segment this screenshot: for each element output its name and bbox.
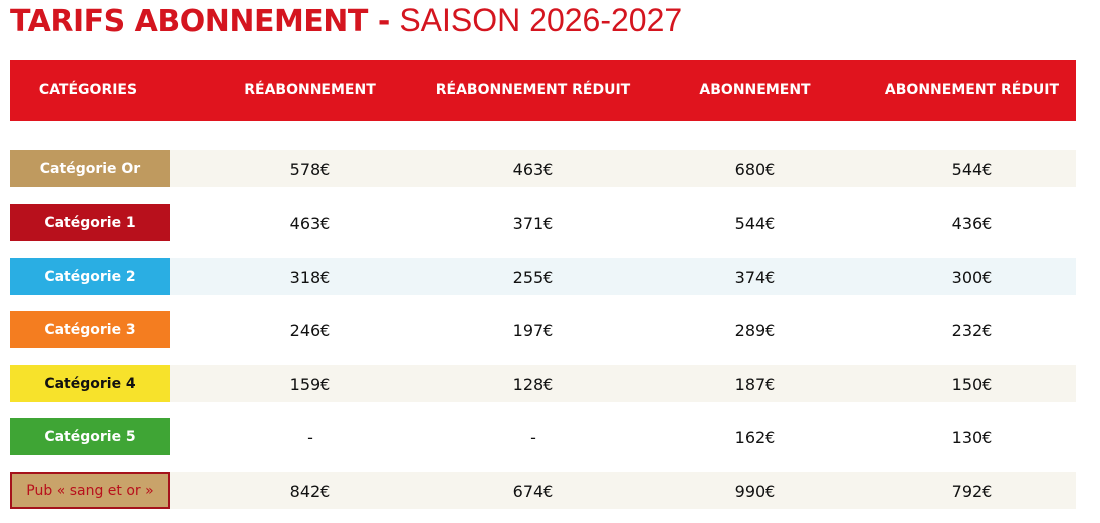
column-header: CATÉGORIES bbox=[38, 82, 138, 98]
category-badge: Catégorie Or bbox=[10, 150, 170, 187]
price: 162€ bbox=[734, 428, 776, 447]
table-header: CATÉGORIES RÉABONNEMENT RÉABONNEMENT RÉDUI… bbox=[10, 60, 1076, 121]
price: 374€ bbox=[734, 268, 776, 287]
price: 436€ bbox=[951, 214, 993, 233]
price: 674€ bbox=[512, 482, 554, 501]
column-header: ABONNEMENT bbox=[699, 82, 811, 98]
price: 544€ bbox=[951, 160, 993, 179]
price: 318€ bbox=[289, 268, 331, 287]
price: 128€ bbox=[512, 375, 554, 394]
category-badge: Catégorie 2 bbox=[10, 258, 170, 295]
price: 463€ bbox=[512, 160, 554, 179]
price: 197€ bbox=[512, 321, 554, 340]
price: 842€ bbox=[289, 482, 331, 501]
price: 130€ bbox=[951, 428, 993, 447]
price: 300€ bbox=[951, 268, 993, 287]
price: 792€ bbox=[951, 482, 993, 501]
table-row: Pub « sang et or » 842€ 674€ 990€ 792€ bbox=[10, 472, 1076, 509]
table-row: Catégorie 2 318€ 255€ 374€ 300€ bbox=[10, 258, 1076, 295]
category-badge: Pub « sang et or » bbox=[10, 472, 170, 509]
price: 246€ bbox=[289, 321, 331, 340]
price: 578€ bbox=[289, 160, 331, 179]
column-header: RÉABONNEMENT bbox=[244, 82, 376, 98]
title-main: TARIFS ABONNEMENT - bbox=[10, 4, 390, 39]
category-badge: Catégorie 3 bbox=[10, 311, 170, 348]
title-season: SAISON 2026-2027 bbox=[399, 2, 683, 38]
price: 150€ bbox=[951, 375, 993, 394]
category-badge: Catégorie 1 bbox=[10, 204, 170, 241]
category-badge: Catégorie 4 bbox=[10, 365, 170, 402]
price: 159€ bbox=[289, 375, 331, 394]
price: 544€ bbox=[734, 214, 776, 233]
price: 289€ bbox=[734, 321, 776, 340]
table-row: Catégorie 4 159€ 128€ 187€ 150€ bbox=[10, 365, 1076, 402]
price: 187€ bbox=[734, 375, 776, 394]
table-row: Catégorie Or 578€ 463€ 680€ 544€ bbox=[10, 150, 1076, 187]
table-row: Catégorie 5 - - 162€ 130€ bbox=[10, 418, 1076, 455]
price: 990€ bbox=[734, 482, 776, 501]
price: 463€ bbox=[289, 214, 331, 233]
price: 680€ bbox=[734, 160, 776, 179]
table-row: Catégorie 3 246€ 197€ 289€ 232€ bbox=[10, 311, 1076, 348]
category-badge: Catégorie 5 bbox=[10, 418, 170, 455]
price: 232€ bbox=[951, 321, 993, 340]
price: 255€ bbox=[512, 268, 554, 287]
column-header: ABONNEMENT RÉDUIT bbox=[884, 82, 1060, 98]
title: TARIFS ABONNEMENT - SAISON 2026-2027 bbox=[10, 2, 682, 39]
price: - bbox=[530, 428, 536, 447]
table-row: Catégorie 1 463€ 371€ 544€ 436€ bbox=[10, 204, 1076, 241]
price: 371€ bbox=[512, 214, 554, 233]
column-header: RÉABONNEMENT RÉDUIT bbox=[435, 82, 631, 98]
price: - bbox=[307, 428, 313, 447]
